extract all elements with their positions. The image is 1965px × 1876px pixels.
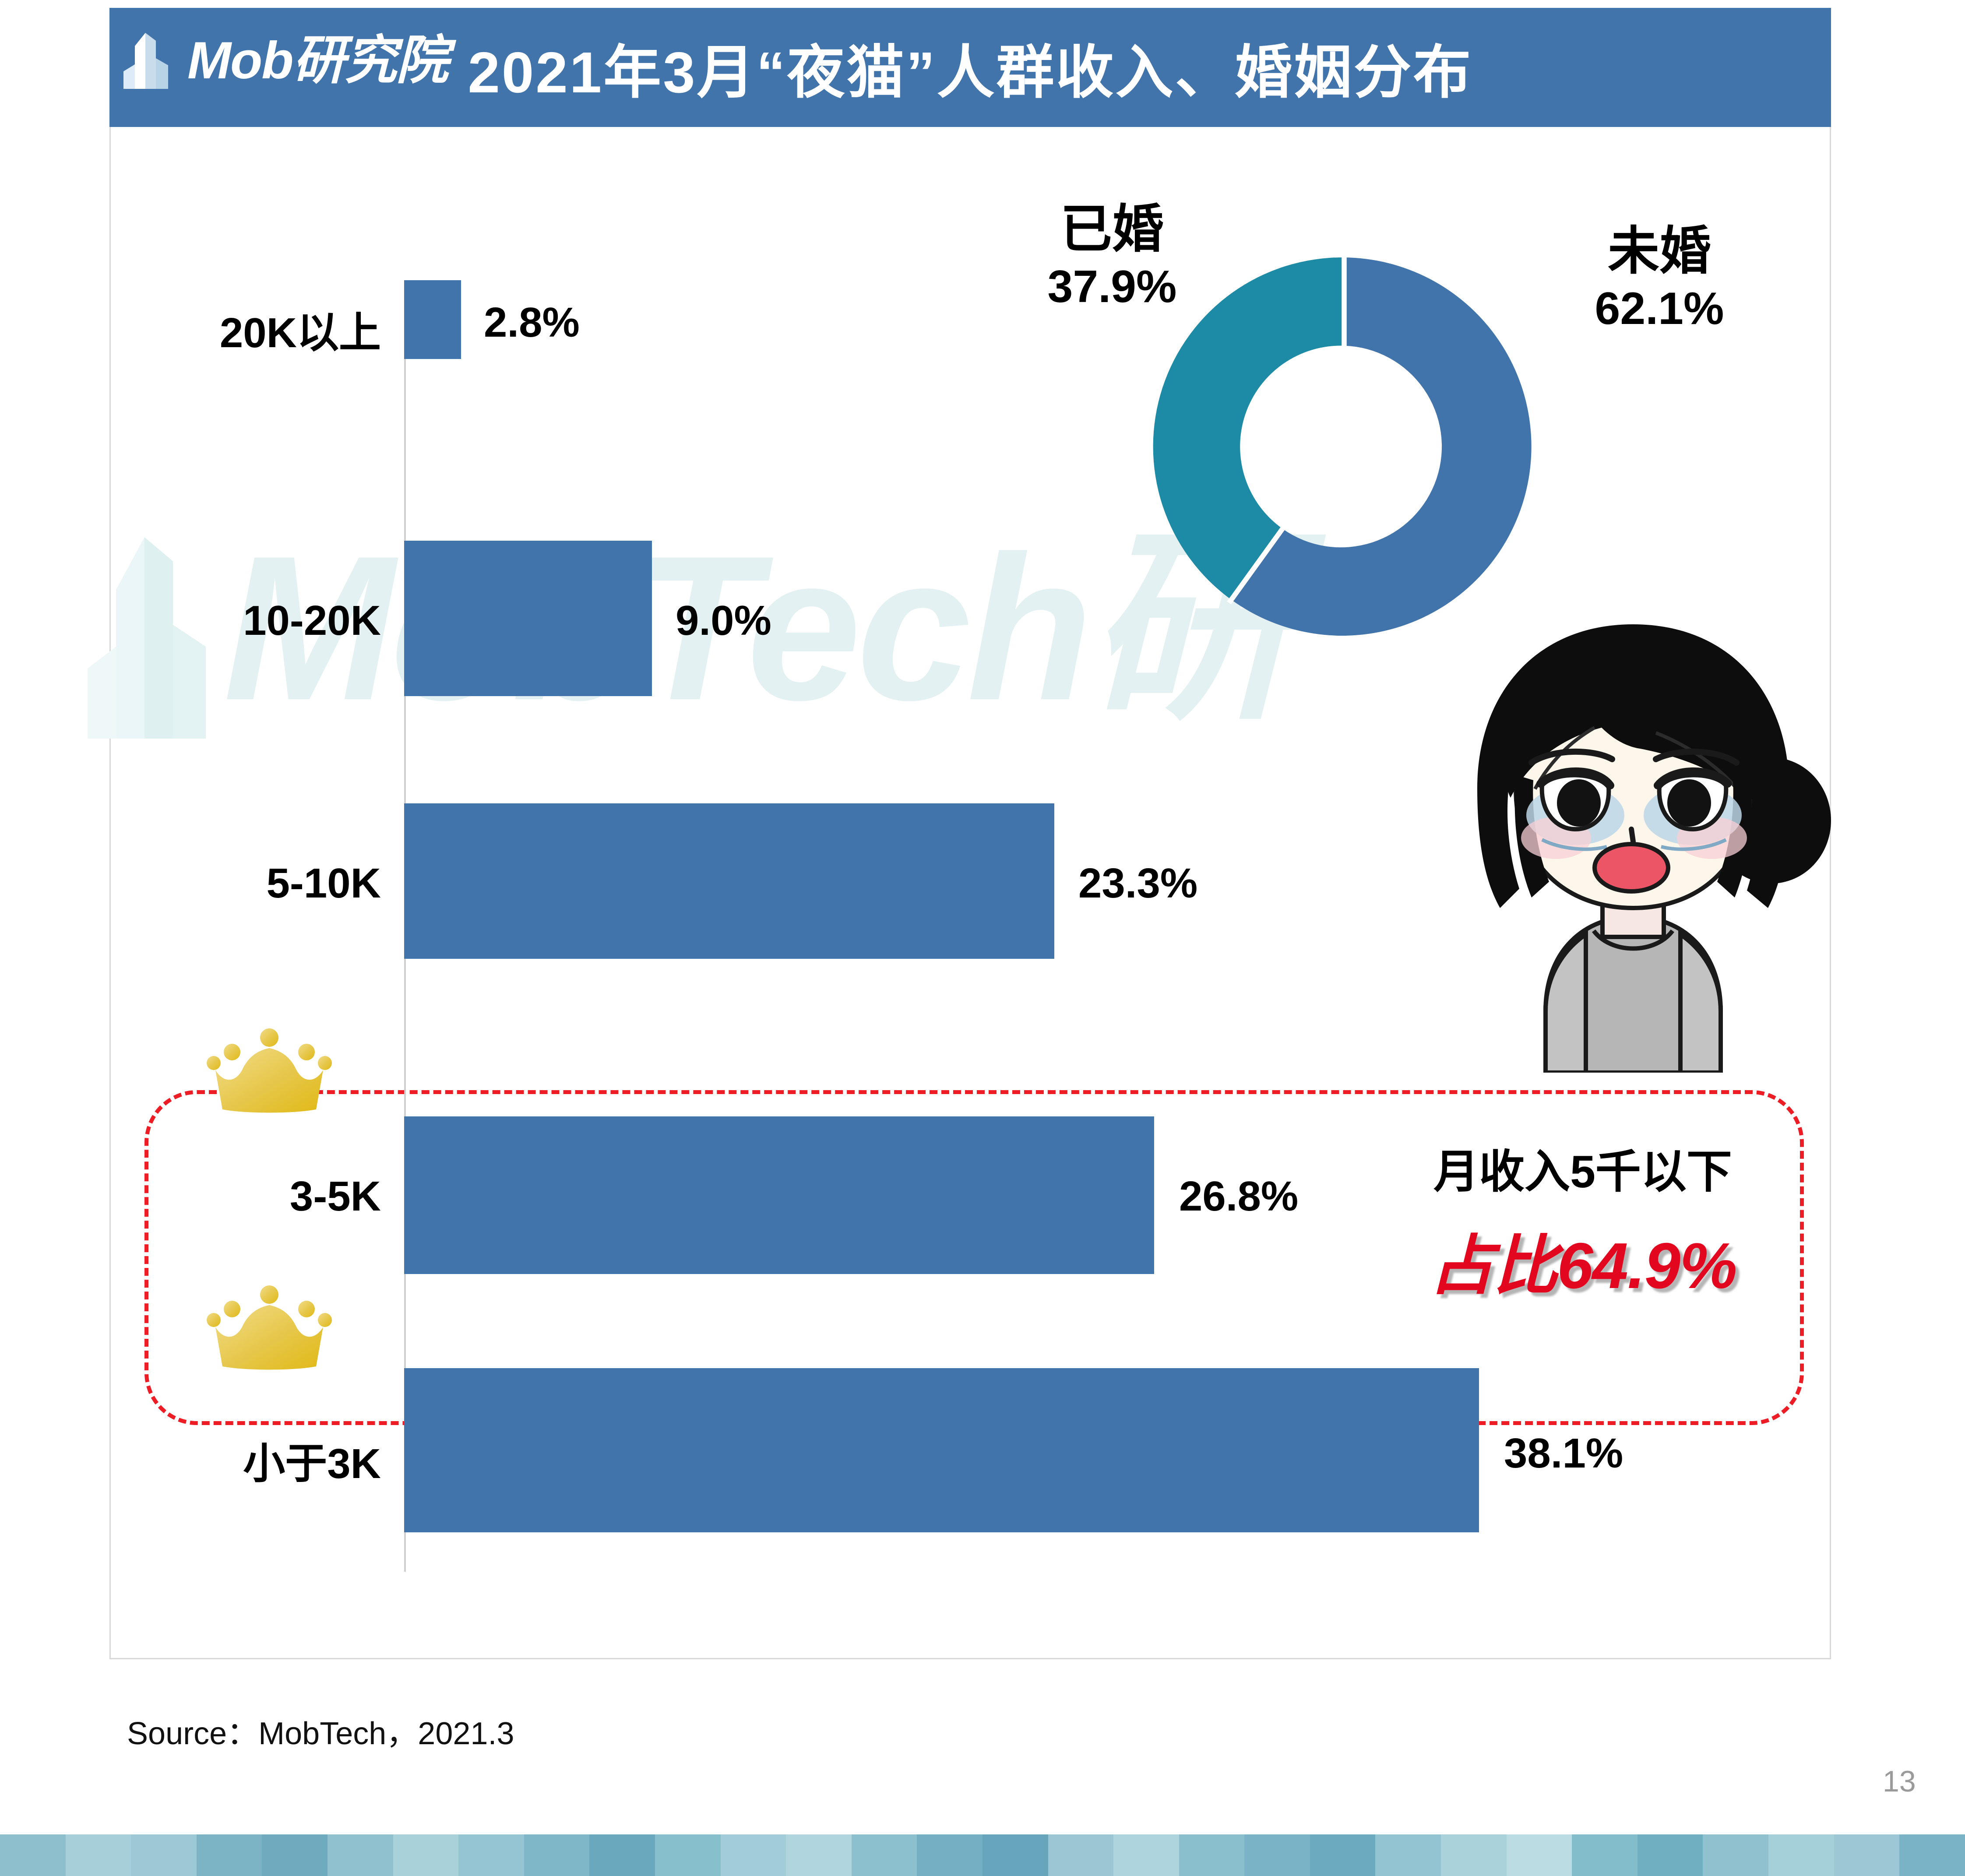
band-stripe	[589, 1834, 655, 1876]
band-stripe	[1637, 1834, 1703, 1876]
crown-icon	[206, 1028, 333, 1113]
donut-label-married: 已婚 37.9%	[963, 201, 1261, 315]
band-stripe	[1048, 1834, 1114, 1876]
band-stripe	[655, 1834, 721, 1876]
band-stripe	[1113, 1834, 1179, 1876]
band-stripe	[1310, 1834, 1376, 1876]
donut-label-unmarried: 未婚 62.1%	[1511, 223, 1808, 337]
band-stripe	[982, 1834, 1048, 1876]
band-stripe	[1899, 1834, 1965, 1876]
bar-category-label: 5-10K	[266, 860, 381, 907]
brand-logo-text: Mob研究院	[187, 31, 449, 90]
watermark-text: MobTech研	[223, 513, 1294, 743]
bar-rect	[404, 1116, 1154, 1274]
bar-value-label: 26.8%	[1179, 1173, 1299, 1220]
bar-category-label: 20K以上	[219, 310, 381, 356]
band-stripe	[196, 1834, 262, 1876]
donut-label-married-name: 已婚	[1060, 201, 1164, 258]
band-stripe	[131, 1834, 197, 1876]
donut-label-unmarried-name: 未婚	[1607, 222, 1711, 280]
tired-girl-illustration	[1414, 600, 1852, 1075]
donut-label-unmarried-value: 62.1%	[1595, 283, 1724, 334]
donut-label-married-value: 37.9%	[1047, 261, 1177, 312]
callout-line2: 占比64.9%	[1429, 1230, 1737, 1302]
bar-rect	[404, 280, 461, 359]
band-stripe	[1703, 1834, 1769, 1876]
header-band	[109, 8, 1831, 127]
band-stripe	[458, 1834, 524, 1876]
band-stripe	[524, 1834, 590, 1876]
brand-logo: Mob研究院	[114, 24, 449, 96]
band-stripe	[1834, 1834, 1900, 1876]
band-stripe	[327, 1834, 393, 1876]
band-stripe	[851, 1834, 917, 1876]
page-number: 13	[1883, 1765, 1916, 1798]
building-graduation-cap-icon	[114, 28, 180, 93]
band-stripe	[0, 1834, 66, 1876]
band-stripe	[1506, 1834, 1572, 1876]
bar-row-under-3k: 小于3K 38.1%	[109, 1368, 1831, 1532]
bar-row-20k-above: 20K以上 2.8%	[109, 280, 1831, 359]
band-stripe	[917, 1834, 982, 1876]
band-stripe	[1375, 1834, 1441, 1876]
source-text: Source：MobTech，2021.3	[127, 1716, 514, 1751]
band-stripe	[262, 1834, 328, 1876]
income-bar-chart: 20K以上 2.8% 10-20K 9.0% 5-10K 23.3% 3-5K …	[109, 280, 1831, 1572]
band-stripe	[1768, 1834, 1834, 1876]
income-callout: 月收入5千以下 占比64.9%	[1375, 1147, 1791, 1300]
watermark-logo-mark	[79, 537, 223, 739]
band-stripe	[1244, 1834, 1310, 1876]
bar-value-label: 9.0%	[676, 597, 771, 644]
bar-category-label: 10-20K	[243, 597, 381, 644]
bar-row-3-5k: 3-5K 26.8%	[109, 1116, 1831, 1274]
callout-line1: 月收入5千以下	[1433, 1147, 1732, 1197]
crown-icon	[206, 1285, 333, 1370]
bar-value-label: 23.3%	[1078, 860, 1198, 907]
band-stripe	[1179, 1834, 1245, 1876]
bar-row-5-10k: 5-10K 23.3%	[109, 803, 1831, 959]
bar-rect	[404, 1368, 1479, 1532]
bar-rect	[404, 541, 652, 696]
watermark: MobTech研	[79, 525, 1896, 919]
bottom-color-band	[0, 1834, 1965, 1876]
band-stripe	[1572, 1834, 1638, 1876]
bar-rect	[404, 803, 1054, 959]
bar-value-label: 38.1%	[1504, 1430, 1623, 1477]
band-stripe	[65, 1834, 131, 1876]
bar-category-label: 3-5K	[289, 1173, 381, 1220]
band-stripe	[786, 1834, 852, 1876]
bar-value-label: 2.8%	[484, 299, 580, 346]
bar-category-label: 小于3K	[243, 1440, 381, 1487]
marriage-donut-chart	[1134, 236, 1554, 657]
band-stripe	[1441, 1834, 1507, 1876]
band-stripe	[393, 1834, 459, 1876]
bar-row-10-20k: 10-20K 9.0%	[109, 541, 1831, 696]
band-stripe	[720, 1834, 786, 1876]
